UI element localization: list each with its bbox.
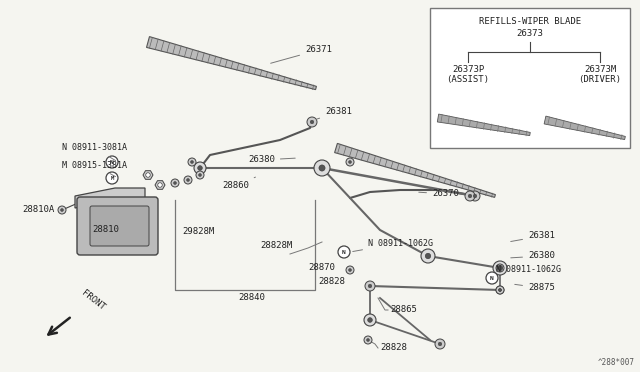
Text: 26380: 26380 <box>511 251 555 260</box>
Text: N 08911-1062G: N 08911-1062G <box>353 238 433 251</box>
Text: N 08911-3081A: N 08911-3081A <box>62 144 127 161</box>
Text: N: N <box>110 160 114 164</box>
Circle shape <box>184 176 192 184</box>
Text: 28865: 28865 <box>390 305 417 314</box>
Polygon shape <box>155 181 165 189</box>
Circle shape <box>435 339 445 349</box>
Circle shape <box>496 286 504 294</box>
Text: 28828: 28828 <box>380 343 407 353</box>
Polygon shape <box>75 188 145 208</box>
Circle shape <box>106 156 118 168</box>
Circle shape <box>473 194 477 198</box>
Circle shape <box>191 161 193 163</box>
Circle shape <box>146 173 150 177</box>
Circle shape <box>367 339 369 341</box>
Circle shape <box>310 120 314 124</box>
Circle shape <box>346 266 354 274</box>
Circle shape <box>346 158 354 166</box>
Circle shape <box>173 182 177 185</box>
FancyBboxPatch shape <box>77 197 158 255</box>
Circle shape <box>338 246 350 258</box>
Circle shape <box>196 171 204 179</box>
Text: M: M <box>110 176 114 180</box>
Circle shape <box>438 342 442 346</box>
Text: 28810: 28810 <box>92 225 119 234</box>
Circle shape <box>349 269 351 272</box>
Circle shape <box>499 267 501 269</box>
Circle shape <box>465 191 475 201</box>
Circle shape <box>349 161 351 163</box>
Circle shape <box>106 172 118 184</box>
Text: (ASSIST): (ASSIST) <box>447 75 490 84</box>
Circle shape <box>187 179 189 182</box>
Circle shape <box>426 253 431 259</box>
Circle shape <box>198 174 202 176</box>
Text: 26371: 26371 <box>271 45 332 63</box>
Text: 26380: 26380 <box>248 155 295 164</box>
Text: REFILLS-WIPER BLADE: REFILLS-WIPER BLADE <box>479 17 581 26</box>
Circle shape <box>314 160 330 176</box>
Text: 28828: 28828 <box>318 278 345 286</box>
Circle shape <box>58 206 66 214</box>
Circle shape <box>496 286 504 294</box>
Polygon shape <box>437 114 531 135</box>
Circle shape <box>470 191 480 201</box>
Circle shape <box>198 166 202 170</box>
Circle shape <box>496 264 504 272</box>
Circle shape <box>364 314 376 326</box>
Text: 26373P: 26373P <box>452 65 484 74</box>
FancyBboxPatch shape <box>90 206 149 246</box>
Text: 29828M: 29828M <box>182 228 214 237</box>
Circle shape <box>486 272 498 284</box>
Text: N: N <box>490 276 494 280</box>
Circle shape <box>194 162 206 174</box>
Circle shape <box>368 318 372 322</box>
Text: 28828M: 28828M <box>260 241 292 250</box>
Circle shape <box>188 158 196 166</box>
Polygon shape <box>147 36 316 90</box>
Text: 26373M: 26373M <box>584 65 616 74</box>
Circle shape <box>468 194 472 198</box>
Circle shape <box>497 265 502 271</box>
Circle shape <box>365 281 375 291</box>
Text: (DRIVER): (DRIVER) <box>579 75 621 84</box>
Circle shape <box>493 261 507 275</box>
Text: 26373: 26373 <box>516 29 543 38</box>
Bar <box>430 8 630 148</box>
Circle shape <box>171 179 179 187</box>
Text: 28875: 28875 <box>515 283 555 292</box>
Text: N 08911-1062G: N 08911-1062G <box>492 266 561 278</box>
Text: ^288*007: ^288*007 <box>598 358 635 367</box>
Text: FRONT: FRONT <box>80 288 107 312</box>
Text: 28860: 28860 <box>222 177 255 190</box>
Circle shape <box>421 249 435 263</box>
Polygon shape <box>143 171 153 179</box>
Circle shape <box>499 289 501 291</box>
Polygon shape <box>544 116 625 140</box>
Circle shape <box>319 165 325 171</box>
Text: 28810A: 28810A <box>22 205 54 215</box>
Circle shape <box>307 117 317 127</box>
Circle shape <box>364 336 372 344</box>
Circle shape <box>368 284 372 288</box>
Circle shape <box>157 183 163 187</box>
Text: M 08915-1381A: M 08915-1381A <box>62 160 127 177</box>
Text: 26370: 26370 <box>419 189 459 199</box>
Text: 26381: 26381 <box>511 231 555 241</box>
Circle shape <box>61 209 63 211</box>
Text: N: N <box>342 250 346 254</box>
Text: 28840: 28840 <box>238 294 265 302</box>
Text: 28870: 28870 <box>308 263 335 273</box>
Polygon shape <box>335 143 495 198</box>
Circle shape <box>499 289 501 291</box>
Text: 26381: 26381 <box>317 108 352 119</box>
